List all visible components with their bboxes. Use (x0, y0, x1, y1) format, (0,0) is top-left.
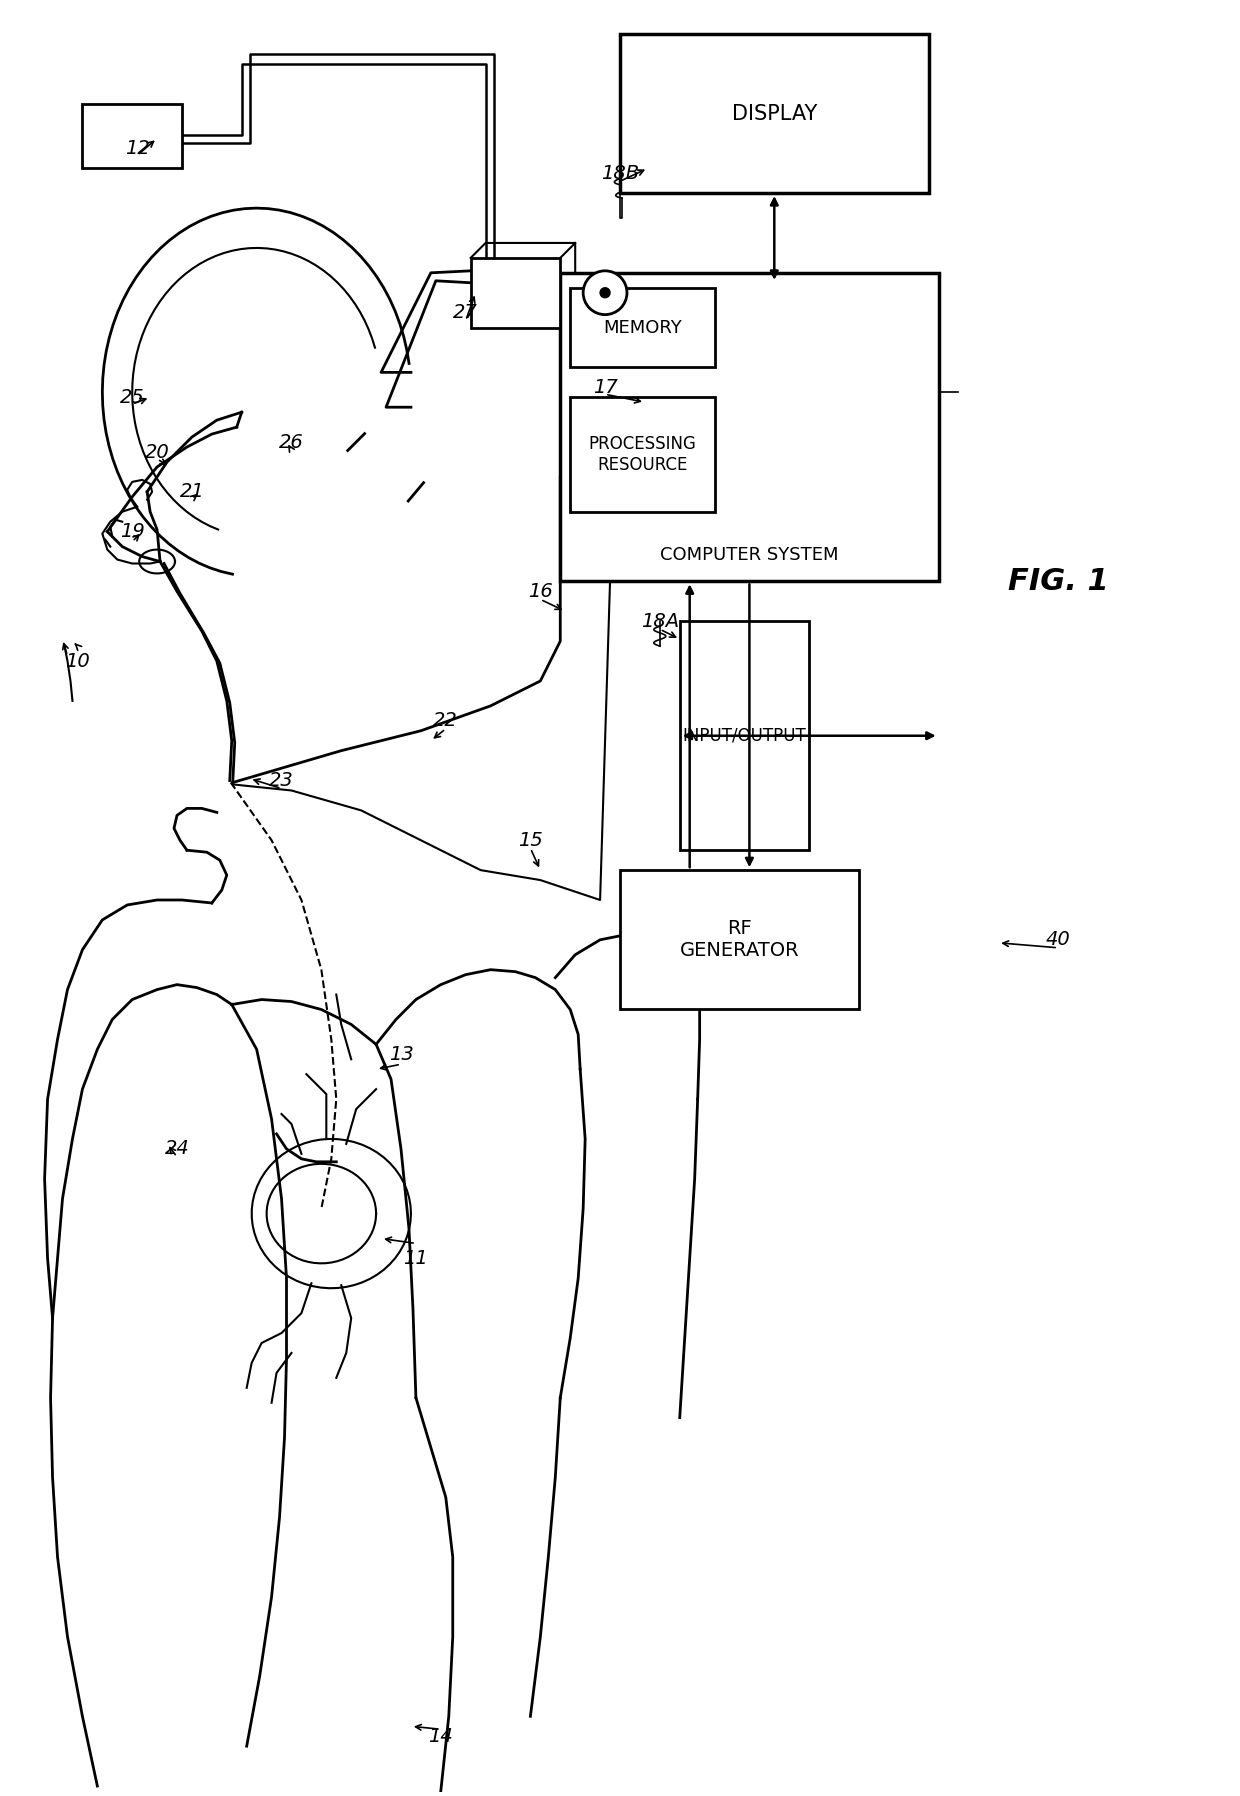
Text: MEMORY: MEMORY (603, 318, 682, 336)
Text: 17: 17 (593, 377, 618, 397)
Bar (560, 273, 939, 582)
Text: INPUT/OUTPUT: INPUT/OUTPUT (682, 727, 806, 745)
Text: 24: 24 (165, 1139, 190, 1158)
Text: 15: 15 (518, 832, 543, 850)
Text: 11: 11 (403, 1248, 428, 1268)
Bar (620, 869, 859, 1009)
Text: 16: 16 (528, 582, 553, 602)
Text: PROCESSING
RESOURCE: PROCESSING RESOURCE (589, 435, 697, 474)
Text: RF
GENERATOR: RF GENERATOR (680, 920, 800, 961)
Text: 27: 27 (454, 304, 479, 321)
Text: 22: 22 (434, 711, 458, 731)
Text: 18A: 18A (641, 612, 678, 630)
Text: 25: 25 (120, 388, 145, 406)
Bar (82, 104, 182, 169)
Text: FIG. 1: FIG. 1 (1008, 568, 1109, 596)
Text: 19: 19 (120, 523, 145, 541)
Text: 14: 14 (429, 1726, 453, 1746)
Text: COMPUTER SYSTEM: COMPUTER SYSTEM (660, 546, 838, 564)
Bar (620, 34, 929, 194)
Text: 10: 10 (64, 652, 89, 670)
Bar (680, 621, 810, 850)
Text: 13: 13 (388, 1045, 413, 1063)
Circle shape (583, 271, 627, 314)
Bar (471, 259, 560, 327)
Text: DISPLAY: DISPLAY (732, 104, 817, 124)
Bar (570, 287, 714, 368)
Text: 23: 23 (269, 770, 294, 790)
Text: 26: 26 (279, 433, 304, 451)
Circle shape (600, 287, 610, 298)
Text: 40: 40 (1045, 930, 1070, 950)
Text: 20: 20 (145, 442, 170, 462)
Bar (570, 397, 714, 512)
Text: 12: 12 (125, 138, 150, 158)
Text: 21: 21 (180, 483, 205, 501)
Text: 18B: 18B (601, 163, 639, 183)
